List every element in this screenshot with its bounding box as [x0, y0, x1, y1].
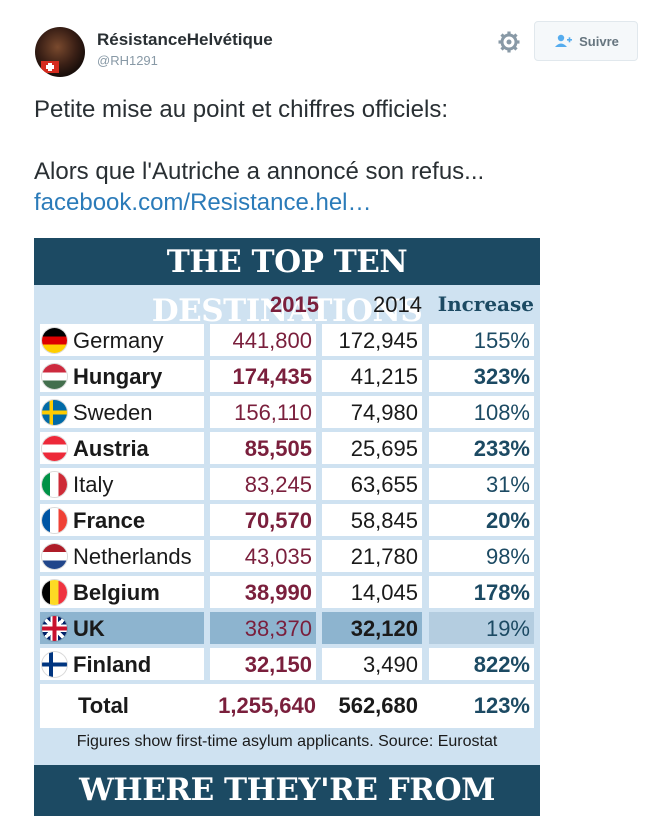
- infographic-title: THE TOP TEN DESTINATIONS: [34, 238, 540, 329]
- value-increase: 178%: [429, 576, 534, 608]
- follow-label: Suivre: [579, 33, 619, 49]
- country-name: Italy: [40, 468, 204, 500]
- column-header-increase: Increase: [437, 292, 534, 316]
- value-2015: 70,570: [210, 504, 316, 536]
- value-2014: 25,695: [322, 432, 422, 464]
- uk-flag-icon: [42, 616, 67, 641]
- country-name: Austria: [40, 432, 204, 464]
- value-2015: 38,990: [210, 576, 316, 608]
- country-name: Belgium: [40, 576, 204, 608]
- value-2015: 85,505: [210, 432, 316, 464]
- table-row: France 70,570 58,845 20%: [40, 504, 534, 536]
- table-row: Sweden 156,110 74,980 108%: [40, 396, 534, 428]
- belgium-flag-icon: [42, 580, 67, 605]
- country-name: Hungary: [40, 360, 204, 392]
- country-name: Netherlands: [40, 540, 204, 572]
- country-name: UK: [40, 612, 204, 644]
- italy-flag-icon: [42, 472, 67, 497]
- france-flag-icon: [42, 508, 67, 533]
- gear-icon[interactable]: [497, 30, 521, 54]
- value-2014: 21,780: [322, 540, 422, 572]
- table-row: Austria 85,505 25,695 233%: [40, 432, 534, 464]
- value-2014: 41,215: [322, 360, 422, 392]
- country-name: Sweden: [40, 396, 204, 428]
- value-increase: 31%: [429, 468, 534, 500]
- table-row: Finland 32,150 3,490 822%: [40, 648, 534, 680]
- austria-flag-icon: [42, 436, 67, 461]
- value-2014: 32,120: [322, 612, 422, 644]
- country-name: Finland: [40, 648, 204, 680]
- value-increase: 108%: [429, 396, 534, 428]
- add-user-icon: [555, 34, 573, 47]
- value-increase: 155%: [429, 324, 534, 356]
- total-increase: 123%: [473, 693, 530, 718]
- avatar[interactable]: [35, 27, 85, 77]
- follow-button[interactable]: Suivre: [534, 21, 638, 61]
- swiss-flag-icon: [41, 61, 59, 73]
- column-header-2015: 2015: [270, 292, 319, 317]
- infographic-subtitle: WHERE THEY'RE FROM: [34, 765, 540, 816]
- sweden-flag-icon: [42, 400, 67, 425]
- value-increase: 98%: [429, 540, 534, 572]
- column-header-2014: 2014: [373, 292, 422, 317]
- finland-flag-icon: [42, 652, 67, 677]
- value-increase: 822%: [429, 648, 534, 680]
- value-increase: 323%: [429, 360, 534, 392]
- value-2014: 3,490: [322, 648, 422, 680]
- total-2015: 1,255,640: [218, 693, 316, 718]
- table-row: Netherlands 43,035 21,780 98%: [40, 540, 534, 572]
- value-2014: 14,045: [322, 576, 422, 608]
- table-row: UK 38,370 32,120 19%: [40, 612, 534, 644]
- value-2015: 43,035: [210, 540, 316, 572]
- total-label: Total: [78, 693, 129, 718]
- value-2015: 441,800: [210, 324, 316, 356]
- tweet-line: Petite mise au point et chiffres officie…: [34, 96, 448, 123]
- value-increase: 233%: [429, 432, 534, 464]
- value-2015: 38,370: [210, 612, 316, 644]
- value-2014: 74,980: [322, 396, 422, 428]
- hungary-flag-icon: [42, 364, 67, 389]
- country-name: France: [40, 504, 204, 536]
- value-2015: 83,245: [210, 468, 316, 500]
- source-note: Figures show first-time asylum applicant…: [76, 733, 498, 750]
- table-row: Belgium 38,990 14,045 178%: [40, 576, 534, 608]
- value-2014: 58,845: [322, 504, 422, 536]
- value-increase: 19%: [429, 612, 534, 644]
- tweet-header: RésistanceHelvétique @RH1291 Suivre: [0, 0, 650, 90]
- account-handle[interactable]: @RH1291: [97, 53, 158, 68]
- value-2014: 172,945: [322, 324, 422, 356]
- infographic-image[interactable]: THE TOP TEN DESTINATIONS 2015 2014 Incre…: [34, 238, 540, 816]
- value-2014: 63,655: [322, 468, 422, 500]
- value-2015: 174,435: [210, 360, 316, 392]
- table-row: Germany 441,800 172,945 155%: [40, 324, 534, 356]
- total-2014: 562,680: [338, 693, 418, 718]
- netherlands-flag-icon: [42, 544, 67, 569]
- account-name[interactable]: RésistanceHelvétique: [97, 30, 273, 49]
- germany-flag-icon: [42, 328, 67, 353]
- total-row: Total 1,255,640 562,680 123%: [40, 684, 534, 728]
- country-name: Germany: [40, 324, 204, 356]
- table-row: Italy 83,245 63,655 31%: [40, 468, 534, 500]
- tweet-line: Alors que l'Autriche a annoncé son refus…: [34, 158, 485, 185]
- table-row: Hungary 174,435 41,215 323%: [40, 360, 534, 392]
- tweet-text: Petite mise au point et chiffres officie…: [34, 94, 624, 218]
- tweet-link[interactable]: facebook.com/Resistance.hel…: [34, 189, 372, 216]
- value-2015: 32,150: [210, 648, 316, 680]
- value-increase: 20%: [429, 504, 534, 536]
- value-2015: 156,110: [210, 396, 316, 428]
